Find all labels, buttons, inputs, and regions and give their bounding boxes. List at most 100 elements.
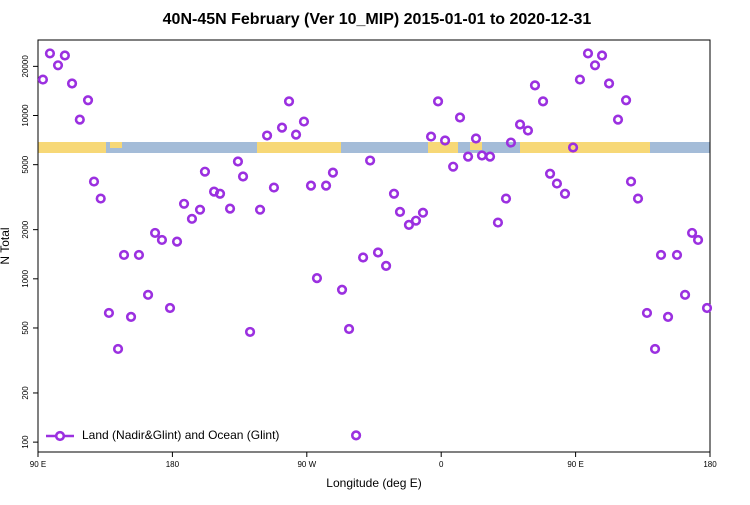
x-tick-label: 0 bbox=[439, 460, 444, 469]
point bbox=[327, 167, 339, 178]
x-axis-label: Longitude (deg E) bbox=[326, 476, 421, 490]
y-tick-label: 1000 bbox=[21, 269, 30, 287]
point bbox=[492, 217, 504, 228]
y-tick-label: 2000 bbox=[21, 220, 30, 238]
point bbox=[237, 171, 249, 182]
point bbox=[641, 307, 653, 319]
y-axis-label: N Total bbox=[0, 227, 12, 264]
point bbox=[632, 193, 644, 204]
point bbox=[194, 204, 206, 215]
point bbox=[505, 137, 517, 148]
point bbox=[620, 95, 632, 106]
point bbox=[448, 161, 459, 172]
point bbox=[470, 133, 482, 144]
point bbox=[582, 48, 594, 59]
point bbox=[171, 236, 183, 247]
point bbox=[214, 188, 226, 199]
point bbox=[686, 227, 698, 239]
x-tick-label: 90 E bbox=[30, 460, 46, 469]
point bbox=[244, 326, 256, 338]
point bbox=[589, 60, 601, 71]
land-ocean-strip bbox=[38, 142, 710, 153]
y-tick-label: 200 bbox=[21, 386, 30, 400]
point bbox=[311, 273, 323, 284]
point bbox=[103, 307, 115, 319]
point bbox=[500, 193, 512, 204]
point bbox=[74, 114, 85, 125]
point bbox=[66, 78, 78, 89]
point bbox=[125, 311, 137, 322]
point bbox=[522, 125, 534, 136]
point bbox=[454, 112, 466, 123]
point bbox=[462, 151, 474, 162]
point bbox=[82, 95, 94, 106]
point bbox=[692, 234, 704, 246]
y-tick-label: 20000 bbox=[21, 55, 30, 78]
point bbox=[261, 130, 273, 141]
x-tick-label: 180 bbox=[703, 460, 717, 469]
point bbox=[603, 78, 615, 89]
point bbox=[186, 213, 198, 224]
point bbox=[232, 156, 244, 167]
point bbox=[88, 176, 100, 187]
point bbox=[164, 302, 176, 314]
y-tick-label: 10000 bbox=[21, 104, 30, 127]
point bbox=[224, 203, 236, 214]
plot-frame bbox=[37, 39, 711, 453]
point bbox=[365, 155, 376, 166]
point bbox=[276, 122, 288, 133]
chart-title: 40N-45N February (Ver 10_MIP) 2015-01-01… bbox=[163, 11, 592, 28]
y-tick-label: 500 bbox=[21, 321, 30, 335]
point bbox=[178, 198, 190, 209]
point bbox=[625, 176, 637, 187]
point bbox=[612, 114, 624, 125]
point bbox=[649, 343, 661, 355]
point bbox=[380, 260, 392, 271]
point bbox=[559, 188, 571, 199]
point bbox=[701, 302, 713, 314]
point bbox=[679, 289, 691, 300]
point bbox=[112, 343, 124, 355]
point bbox=[567, 142, 579, 153]
x-tick-label: 180 bbox=[166, 460, 180, 469]
y-tick-label: 5000 bbox=[21, 155, 30, 173]
x-tick-label: 90 E bbox=[567, 460, 583, 469]
point bbox=[156, 234, 168, 246]
point bbox=[596, 50, 608, 61]
point bbox=[37, 74, 49, 85]
point bbox=[655, 249, 667, 261]
point bbox=[305, 180, 317, 191]
legend-label: Land (Nadir&Glint) and Ocean (Glint) bbox=[82, 428, 279, 442]
point bbox=[298, 116, 310, 127]
point bbox=[343, 323, 355, 335]
y-tick-label: 100 bbox=[21, 435, 30, 449]
point bbox=[403, 219, 415, 230]
point bbox=[432, 96, 444, 107]
point bbox=[133, 249, 145, 261]
point bbox=[574, 74, 586, 85]
point bbox=[320, 180, 332, 191]
point bbox=[671, 249, 683, 261]
point bbox=[283, 96, 295, 107]
point bbox=[394, 206, 406, 217]
point bbox=[149, 227, 161, 239]
point bbox=[662, 311, 674, 322]
point bbox=[439, 135, 451, 146]
point bbox=[290, 129, 302, 140]
x-tick-label: 90 W bbox=[297, 460, 316, 469]
point bbox=[551, 178, 563, 189]
point bbox=[52, 60, 64, 71]
point bbox=[537, 96, 549, 107]
point bbox=[484, 151, 496, 162]
point bbox=[59, 50, 70, 61]
point bbox=[410, 215, 422, 226]
point bbox=[142, 289, 154, 300]
point bbox=[514, 119, 526, 130]
point bbox=[350, 430, 362, 441]
point bbox=[44, 48, 56, 59]
point bbox=[254, 204, 266, 215]
point bbox=[529, 80, 541, 91]
point bbox=[357, 252, 369, 263]
point bbox=[372, 247, 384, 258]
